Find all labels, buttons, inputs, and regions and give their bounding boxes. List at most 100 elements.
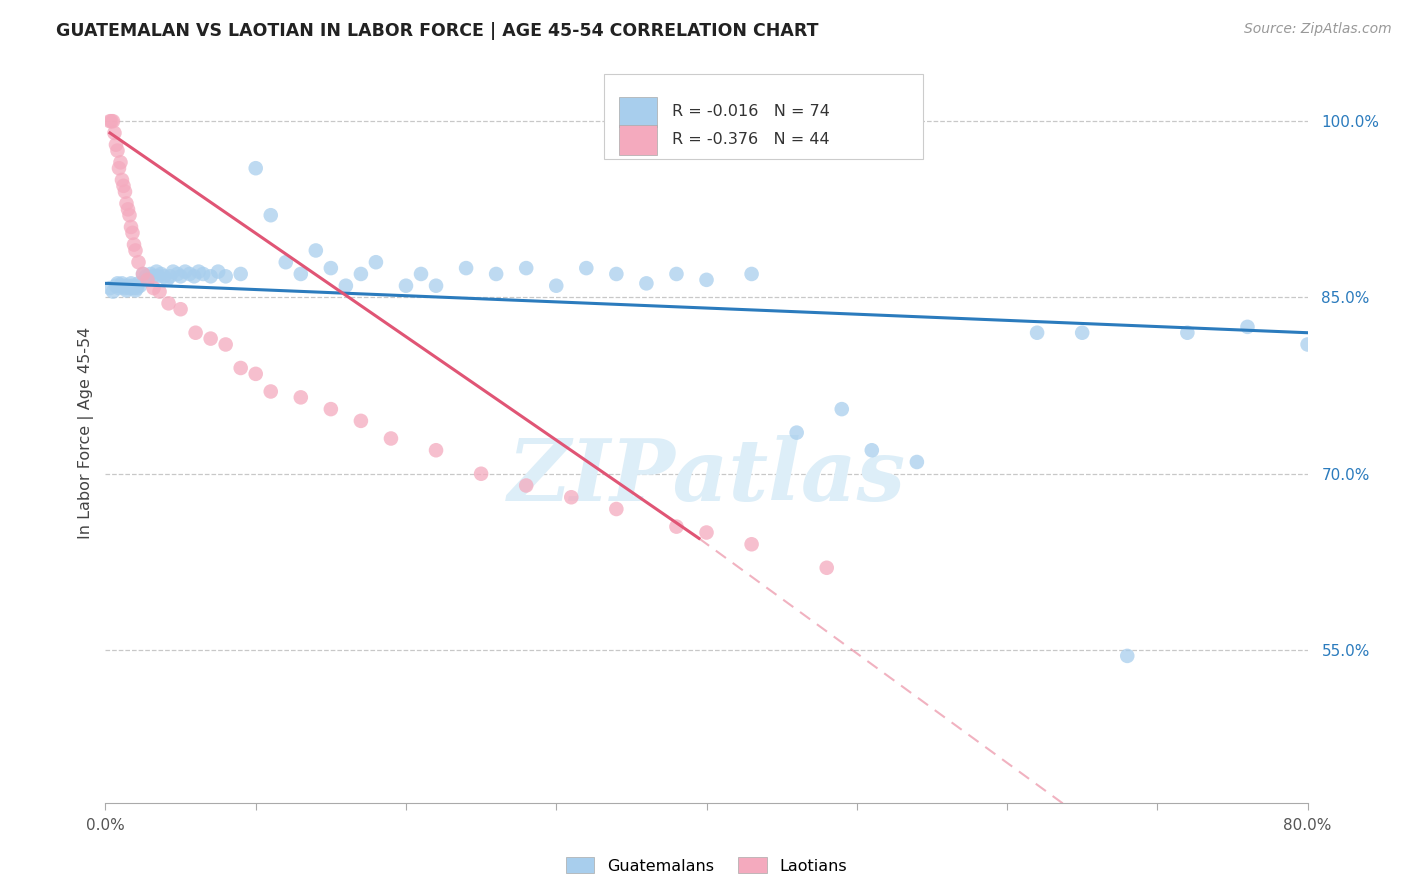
Point: [470, 467, 492, 481]
Point: [575, 261, 598, 276]
FancyBboxPatch shape: [605, 73, 922, 159]
Point: [104, 137, 127, 152]
Bar: [619, 125, 657, 155]
Point: [153, 269, 176, 284]
Point: [115, 196, 138, 211]
Point: [114, 281, 136, 295]
Point: [905, 455, 928, 469]
Point: [174, 265, 197, 279]
Point: [454, 261, 477, 276]
Point: [107, 277, 129, 291]
Point: [395, 278, 418, 293]
Point: [409, 267, 432, 281]
Point: [319, 402, 342, 417]
Point: [187, 265, 209, 279]
Point: [107, 144, 129, 158]
Point: [546, 278, 568, 293]
Point: [169, 269, 191, 284]
Point: [114, 185, 136, 199]
Point: [110, 278, 132, 293]
Point: [860, 443, 883, 458]
Point: [125, 281, 148, 295]
Point: [121, 278, 143, 293]
Point: [139, 267, 162, 281]
Point: [132, 267, 155, 281]
Point: [122, 237, 145, 252]
Point: [696, 525, 718, 540]
Point: [245, 161, 267, 176]
Point: [135, 269, 157, 284]
Text: ZIPatlas: ZIPatlas: [508, 435, 905, 519]
Point: [290, 267, 312, 281]
Point: [1236, 319, 1258, 334]
Point: [110, 155, 132, 169]
Point: [98, 281, 121, 295]
Point: [1026, 326, 1049, 340]
Point: [515, 478, 537, 492]
Point: [117, 202, 139, 217]
Point: [124, 284, 146, 298]
Point: [120, 277, 142, 291]
Point: [115, 284, 138, 298]
Point: [145, 265, 167, 279]
Point: [364, 255, 387, 269]
Point: [229, 267, 252, 281]
Point: [515, 261, 537, 276]
Text: R = -0.016   N = 74: R = -0.016 N = 74: [672, 104, 830, 120]
Point: [485, 267, 508, 281]
Point: [191, 267, 214, 281]
Point: [380, 432, 402, 446]
Point: [741, 267, 763, 281]
Point: [162, 265, 184, 279]
Point: [636, 277, 658, 291]
Point: [786, 425, 808, 440]
Point: [305, 244, 328, 258]
Point: [184, 326, 207, 340]
Point: [108, 161, 131, 176]
Point: [605, 502, 627, 516]
Point: [425, 278, 447, 293]
Point: [128, 255, 150, 269]
Point: [121, 226, 143, 240]
Point: [179, 267, 201, 281]
Point: [166, 267, 188, 281]
Point: [108, 281, 131, 295]
Point: [128, 277, 150, 291]
Point: [101, 114, 124, 128]
Point: [98, 114, 121, 128]
Point: [142, 281, 165, 295]
Point: [150, 267, 173, 281]
Point: [183, 269, 205, 284]
Point: [200, 332, 222, 346]
Point: [129, 278, 152, 293]
Point: [605, 267, 627, 281]
Point: [815, 561, 838, 575]
Point: [118, 208, 141, 222]
Point: [1071, 326, 1094, 340]
Point: [319, 261, 342, 276]
Point: [118, 281, 141, 295]
Point: [122, 281, 145, 295]
Point: [207, 265, 229, 279]
Point: [136, 273, 159, 287]
Point: [665, 519, 688, 533]
Point: [350, 267, 373, 281]
Point: [124, 244, 146, 258]
Point: [214, 269, 236, 284]
Bar: [619, 97, 657, 127]
Point: [229, 361, 252, 376]
Text: R = -0.376   N = 44: R = -0.376 N = 44: [672, 132, 830, 147]
Point: [136, 273, 159, 287]
Point: [560, 490, 582, 504]
Point: [200, 269, 222, 284]
Point: [425, 443, 447, 458]
Point: [169, 302, 191, 317]
Point: [146, 269, 169, 284]
Point: [132, 267, 155, 281]
Text: GUATEMALAN VS LAOTIAN IN LABOR FORCE | AGE 45-54 CORRELATION CHART: GUATEMALAN VS LAOTIAN IN LABOR FORCE | A…: [56, 22, 818, 40]
Point: [148, 285, 170, 299]
Point: [142, 269, 165, 284]
Point: [1175, 326, 1198, 340]
Point: [111, 277, 134, 291]
Point: [260, 208, 283, 222]
